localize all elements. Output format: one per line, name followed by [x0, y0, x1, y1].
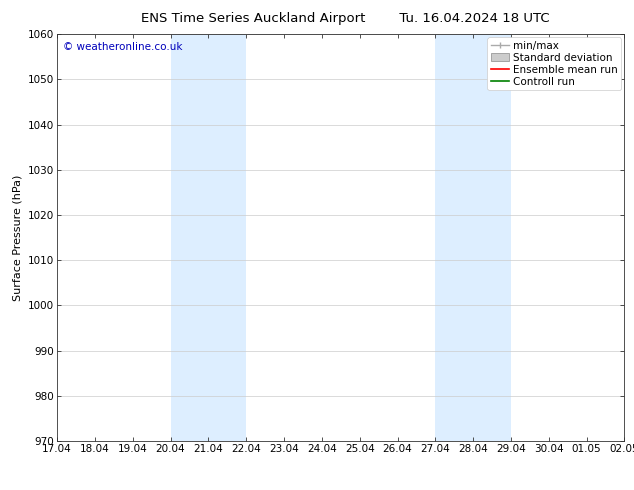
Legend: min/max, Standard deviation, Ensemble mean run, Controll run: min/max, Standard deviation, Ensemble me… [488, 37, 621, 90]
Bar [436, 34, 511, 441]
Y-axis label: Surface Pressure (hPa): Surface Pressure (hPa) [13, 174, 22, 301]
Bar [171, 34, 246, 441]
Text: ENS Time Series Auckland Airport        Tu. 16.04.2024 18 UTC: ENS Time Series Auckland Airport Tu. 16.… [141, 12, 550, 25]
Text: © weatheronline.co.uk: © weatheronline.co.uk [63, 43, 182, 52]
